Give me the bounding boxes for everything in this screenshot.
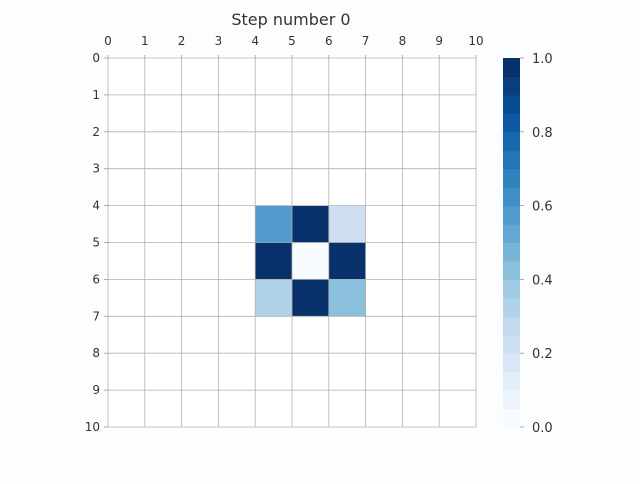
heatmap-cell xyxy=(255,279,292,317)
colorbar-band xyxy=(503,94,520,114)
x-tick-label: 2 xyxy=(178,34,186,48)
colorbar-band xyxy=(503,334,520,354)
y-tick-label: 8 xyxy=(92,346,100,360)
x-tick-label: 7 xyxy=(362,34,370,48)
x-tick-label: 4 xyxy=(251,34,259,48)
chart-title: Step number 0 xyxy=(231,10,350,29)
x-tick-label: 3 xyxy=(215,34,223,48)
heatmap-cell xyxy=(328,242,366,280)
x-tick-label: 6 xyxy=(325,34,333,48)
colorbar-tick-label: 0.2 xyxy=(532,347,553,362)
y-tick-label: 7 xyxy=(92,309,100,323)
colorbar-band xyxy=(503,168,520,188)
colorbar-band xyxy=(503,279,520,299)
colorbar-tick-label: 0.0 xyxy=(532,421,553,436)
y-tick-label: 5 xyxy=(92,236,100,250)
colorbar-band xyxy=(503,353,520,373)
heatmap-cell xyxy=(328,279,366,317)
x-tick-label: 9 xyxy=(435,34,443,48)
colorbar-band xyxy=(503,297,520,317)
colorbar-tick-label: 0.6 xyxy=(532,200,553,215)
colorbar-band xyxy=(503,150,520,170)
colorbar-band xyxy=(503,76,520,96)
y-tick-label: 6 xyxy=(92,272,100,286)
heatmap-cell xyxy=(292,205,329,243)
colorbar-band xyxy=(503,131,520,151)
heatmap-cell xyxy=(292,279,329,317)
colorbar-band xyxy=(503,224,520,243)
y-tick-label: 10 xyxy=(85,420,100,434)
heatmap-cell xyxy=(255,205,292,243)
colorbar-band xyxy=(503,58,520,77)
x-tick-label: 1 xyxy=(141,34,149,48)
colorbar-band xyxy=(503,390,520,410)
colorbar-band xyxy=(503,242,520,262)
x-tick-label: 10 xyxy=(468,34,483,48)
y-tick-label: 3 xyxy=(92,162,100,176)
colorbar-tick-label: 0.4 xyxy=(532,273,553,288)
heatmap-cell xyxy=(328,205,366,243)
colorbar-band xyxy=(503,187,520,207)
plot-area: 0 1 2 3 4 5 6 7 8 9 10 0 1 2 3 4 5 6 7 8 9 10 xyxy=(85,34,484,434)
colorbar-band xyxy=(503,316,520,336)
x-tick-label: 5 xyxy=(288,34,296,48)
colorbar-band xyxy=(503,113,520,133)
colorbar-tick-label: 1.0 xyxy=(532,52,553,67)
heatmap-cell xyxy=(292,242,329,280)
x-tick-label: 0 xyxy=(104,34,112,48)
colorbar-band xyxy=(503,205,520,225)
colorbar-band xyxy=(503,260,520,280)
y-tick-label: 9 xyxy=(92,383,100,397)
heatmap-cell xyxy=(255,242,292,280)
y-tick-label: 4 xyxy=(92,199,100,213)
x-tick-label: 8 xyxy=(399,34,407,48)
y-tick-label: 1 xyxy=(92,88,100,102)
y-tick-label: 2 xyxy=(92,125,100,139)
colorbar-band xyxy=(503,408,520,428)
y-tick-label: 0 xyxy=(92,51,100,65)
colorbar-tick-label: 0.8 xyxy=(532,126,553,141)
colorbar: 0.0 0.2 0.4 0.6 0.8 1.0 xyxy=(503,52,553,436)
colorbar-band xyxy=(503,371,520,391)
